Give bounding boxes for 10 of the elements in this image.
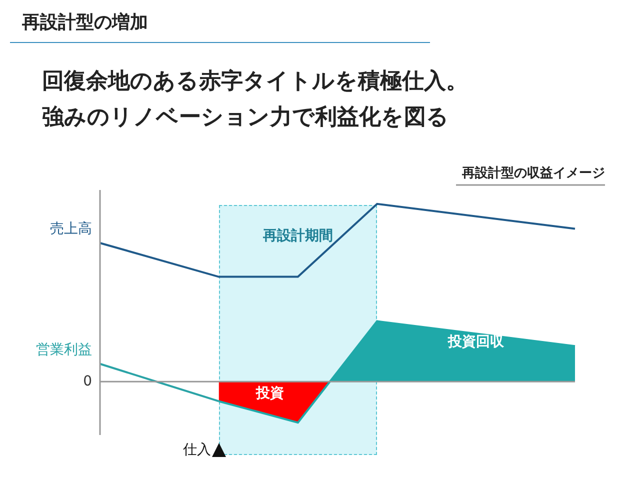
annotation: 再設計期間 [262,227,334,245]
text: 再設計型の収益イメージ [461,165,605,181]
chart-title: 再設計型の増加 [22,11,148,34]
text: 仕入 [182,441,211,459]
series-label: 売上高 [50,221,92,237]
series-label: 営業利益 [36,342,92,358]
annotation: 投資回収 [447,334,506,350]
text: 0 [83,373,92,390]
chart-subtitle: 回復余地のある赤字タイトルを積極仕入。強みのリノベーション力で利益化を図る [42,68,469,132]
annotation: 投資 [255,386,284,402]
